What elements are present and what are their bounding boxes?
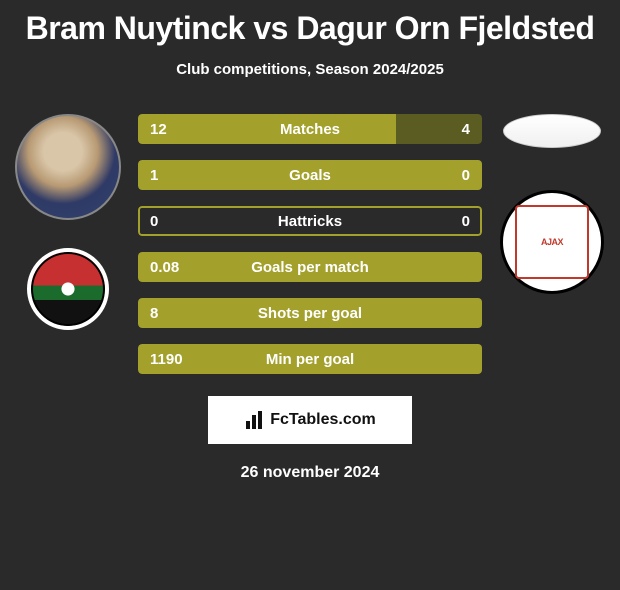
player-left-col <box>12 114 124 330</box>
stat-label: Goals per match <box>138 259 482 276</box>
stat-row: 12Matches4 <box>138 114 482 144</box>
player-left-club-logo <box>27 248 109 330</box>
brand-box[interactable]: FcTables.com <box>208 396 412 444</box>
brand-text: FcTables.com <box>270 411 376 429</box>
date-text: 26 november 2024 <box>0 464 620 482</box>
stat-label: Min per goal <box>138 351 482 368</box>
ajax-logo-text: AJAX <box>541 238 563 247</box>
comparison-row: 12Matches41Goals00Hattricks00.08Goals pe… <box>0 114 620 374</box>
subtitle: Club competitions, Season 2024/2025 <box>0 61 620 78</box>
stat-value-right: 4 <box>462 121 470 138</box>
stat-label: Shots per goal <box>138 305 482 322</box>
stat-label: Goals <box>138 167 482 184</box>
stat-label: Hattricks <box>138 213 482 230</box>
stat-row: 1190Min per goal <box>138 344 482 374</box>
stat-row: 0.08Goals per match <box>138 252 482 282</box>
stat-row: 0Hattricks0 <box>138 206 482 236</box>
stat-label: Matches <box>138 121 482 138</box>
player-left-photo <box>15 114 121 220</box>
stat-bars: 12Matches41Goals00Hattricks00.08Goals pe… <box>138 114 482 374</box>
player-right-photo <box>503 114 601 148</box>
chart-icon <box>244 411 264 429</box>
stat-value-right: 0 <box>462 167 470 184</box>
stat-row: 8Shots per goal <box>138 298 482 328</box>
player-right-club-logo: AJAX <box>500 190 604 294</box>
page-title: Bram Nuytinck vs Dagur Orn Fjeldsted <box>0 10 620 47</box>
stat-row: 1Goals0 <box>138 160 482 190</box>
player-right-col: AJAX <box>496 114 608 294</box>
stat-value-right: 0 <box>462 213 470 230</box>
